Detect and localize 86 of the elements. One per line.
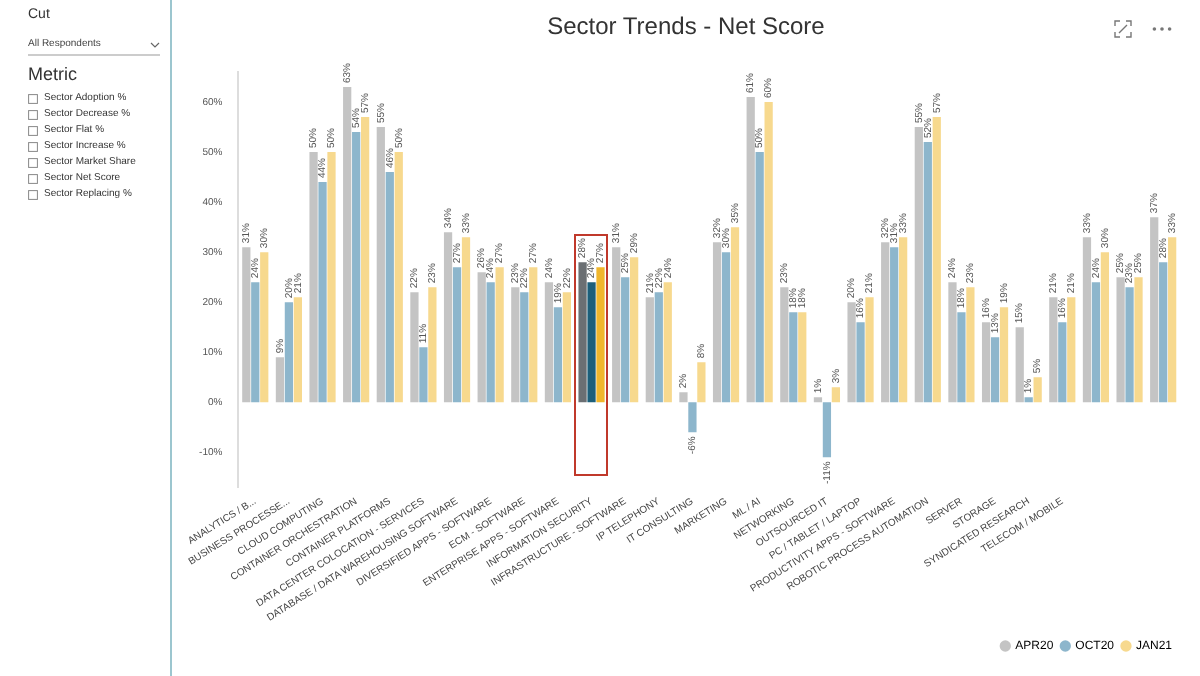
bar xyxy=(327,152,336,403)
bar xyxy=(452,267,462,403)
bar xyxy=(318,182,327,403)
bar xyxy=(461,237,471,403)
bar xyxy=(813,397,823,403)
bar xyxy=(578,262,587,403)
bar xyxy=(343,87,352,403)
bar xyxy=(596,267,605,403)
bar xyxy=(1159,262,1168,403)
bar xyxy=(1082,237,1092,403)
bar xyxy=(361,117,370,403)
text: Metric xyxy=(28,64,77,84)
bar xyxy=(831,387,841,403)
bar xyxy=(394,152,403,403)
bar xyxy=(385,172,394,403)
bar xyxy=(352,132,361,403)
bar xyxy=(789,312,798,403)
bar xyxy=(511,287,520,403)
bar xyxy=(529,267,538,403)
bar xyxy=(999,307,1009,403)
bar xyxy=(1049,297,1058,403)
bar xyxy=(587,282,596,403)
bar xyxy=(881,242,890,403)
bar xyxy=(1100,252,1110,403)
bar xyxy=(966,287,975,403)
bar xyxy=(520,292,529,403)
bar xyxy=(654,292,663,403)
bar xyxy=(890,247,899,403)
bar xyxy=(721,252,731,403)
chart-title: Sector Trends - Net Score xyxy=(545,12,827,40)
bar xyxy=(1058,322,1067,403)
bar xyxy=(242,247,251,403)
bar xyxy=(780,287,789,403)
bar xyxy=(1091,282,1101,403)
bar xyxy=(865,297,874,403)
bar xyxy=(419,347,428,403)
bar xyxy=(1067,297,1076,403)
bar xyxy=(553,307,563,403)
bar xyxy=(495,267,504,403)
bar xyxy=(544,282,554,403)
bar xyxy=(856,322,865,403)
bar xyxy=(1150,217,1159,403)
bar xyxy=(1125,287,1134,403)
bar xyxy=(443,232,453,403)
bar xyxy=(630,257,639,403)
bar xyxy=(477,272,486,403)
bar xyxy=(251,282,260,403)
bar xyxy=(899,237,908,403)
bar xyxy=(376,127,385,403)
bar xyxy=(688,402,697,433)
bar xyxy=(679,392,688,403)
bar xyxy=(1024,397,1033,403)
bar xyxy=(764,102,773,403)
bar xyxy=(948,282,957,403)
bar xyxy=(1015,327,1024,403)
bar xyxy=(923,142,932,403)
bar xyxy=(990,337,1000,403)
bar xyxy=(293,297,302,403)
bar xyxy=(309,152,318,403)
bar xyxy=(932,117,941,403)
bar xyxy=(260,252,269,403)
bar xyxy=(1134,277,1143,403)
bar xyxy=(957,312,966,403)
bar xyxy=(981,322,991,403)
bar xyxy=(284,302,294,403)
bar xyxy=(1168,237,1177,403)
bar xyxy=(847,302,856,403)
bar xyxy=(746,97,755,403)
bar xyxy=(663,282,672,403)
bar xyxy=(562,292,572,403)
bar xyxy=(275,357,285,403)
bar xyxy=(798,312,807,403)
bar xyxy=(428,287,437,403)
bar xyxy=(612,247,621,403)
bar xyxy=(730,227,740,403)
bar xyxy=(914,127,923,403)
bar xyxy=(621,277,630,403)
bar xyxy=(697,362,706,403)
bar xyxy=(1033,377,1042,403)
bar xyxy=(1116,277,1125,403)
bar xyxy=(755,152,764,403)
bar xyxy=(712,242,722,403)
bar xyxy=(645,297,654,403)
bar xyxy=(822,402,832,458)
bar xyxy=(410,292,419,403)
bar xyxy=(486,282,495,403)
